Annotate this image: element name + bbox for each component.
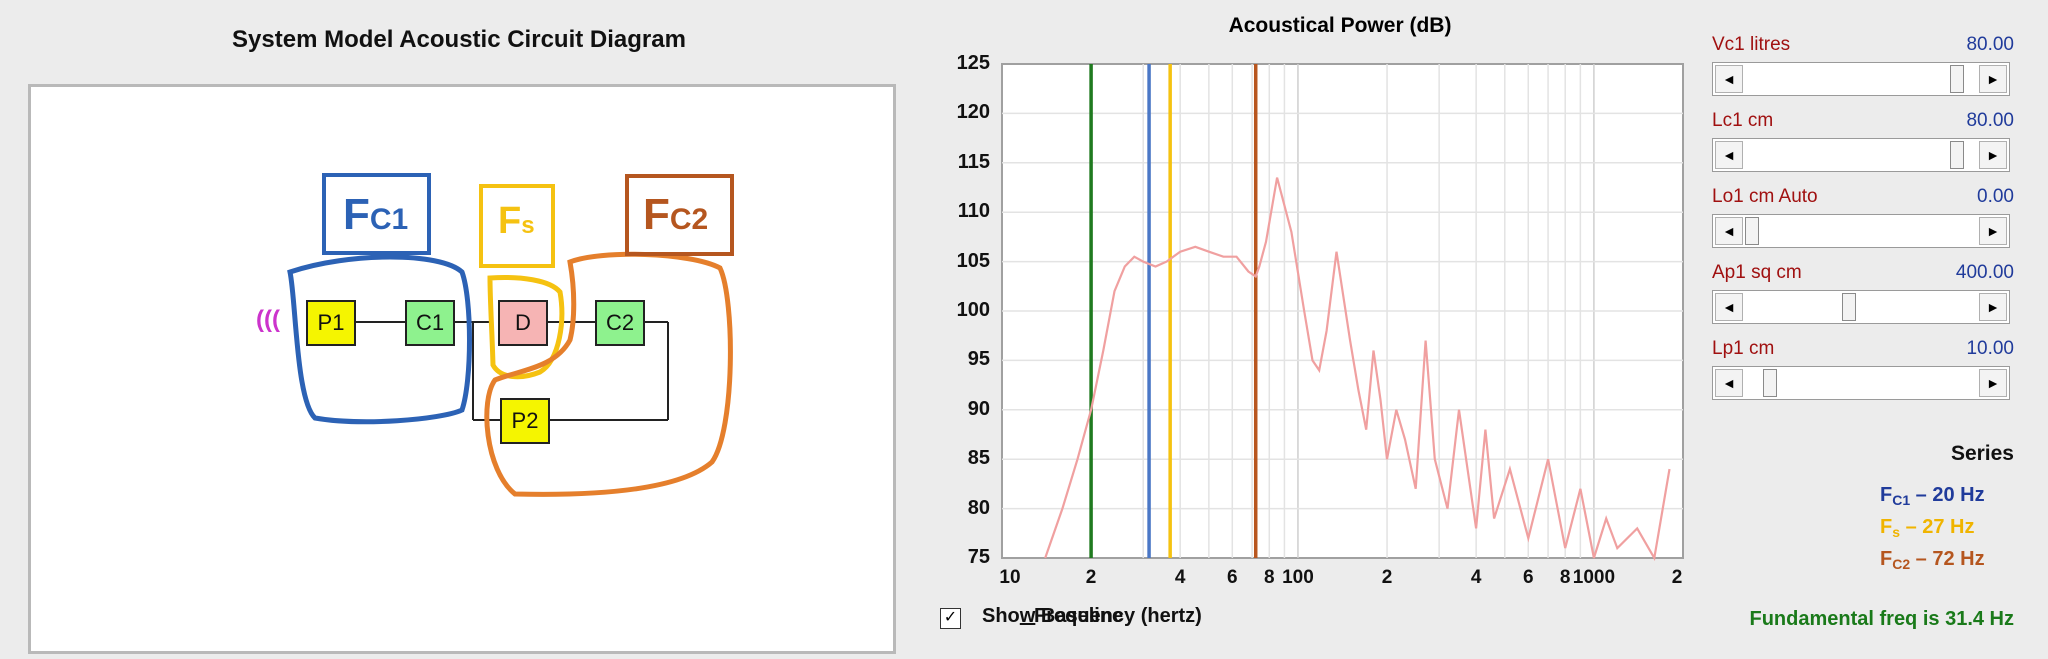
x-tick-label: 100 bbox=[1282, 567, 1314, 588]
slider-thumb[interactable] bbox=[1949, 65, 1964, 93]
x-tick-label: 8 bbox=[1559, 567, 1571, 588]
block-p1: P1 bbox=[306, 300, 356, 346]
scroll-right-button[interactable]: ► bbox=[1979, 369, 2007, 397]
slider-value: 80.00 bbox=[1966, 34, 2014, 55]
slider-scrollbar[interactable]: ◄ ► bbox=[1712, 214, 2010, 248]
fs-box bbox=[479, 184, 555, 268]
slider-value: 400.00 bbox=[1955, 262, 2014, 283]
x-tick-label: 1000 bbox=[1572, 567, 1616, 588]
slider-thumb[interactable] bbox=[1745, 217, 1759, 245]
slider-label: Lo1 cm Auto bbox=[1712, 186, 1818, 207]
legend-fc2: FC2 – 72 Hz bbox=[1880, 548, 1985, 572]
acoustic-power-curve bbox=[1044, 177, 1671, 562]
slider-thumb[interactable] bbox=[1762, 369, 1777, 397]
diagram-panel bbox=[28, 84, 896, 654]
slider-scrollbar[interactable]: ◄ ► bbox=[1712, 138, 2010, 172]
block-c2: C2 bbox=[595, 300, 645, 346]
show-baseline-label[interactable]: Show Baseline bbox=[982, 605, 1124, 627]
slider-label: Lc1 cm bbox=[1712, 110, 1774, 131]
block-p2: P2 bbox=[500, 398, 550, 444]
scroll-left-button[interactable]: ◄ bbox=[1715, 293, 1743, 321]
y-tick-label: 115 bbox=[957, 150, 990, 173]
slider-thumb[interactable] bbox=[1841, 293, 1856, 321]
fundamental-status: Fundamental freq is 31.4 Hz bbox=[1749, 608, 2014, 630]
x-tick-label: 6 bbox=[1227, 567, 1238, 588]
legend-fs: Fs – 27 Hz bbox=[1880, 516, 1975, 540]
legend-fc1: FC1 – 20 Hz bbox=[1880, 484, 1985, 508]
x-tick-label: 2 bbox=[1085, 567, 1097, 588]
y-tick-label: 85 bbox=[967, 447, 990, 470]
circuit-wires bbox=[287, 173, 734, 497]
y-tick-label: 100 bbox=[956, 299, 990, 321]
fc1-box bbox=[322, 173, 431, 255]
fc2-loop bbox=[484, 251, 733, 497]
chart-title: Acoustical Power (dB) bbox=[1228, 14, 1452, 37]
slider-scrollbar[interactable]: ◄ ► bbox=[1712, 366, 2010, 400]
y-tick-label: 120 bbox=[956, 101, 990, 124]
y-tick-label: 95 bbox=[967, 348, 990, 371]
y-tick-label: 80 bbox=[967, 496, 990, 519]
scroll-left-button[interactable]: ◄ bbox=[1715, 217, 1743, 245]
scroll-right-button[interactable]: ► bbox=[1979, 293, 2007, 321]
block-d: D bbox=[498, 300, 548, 346]
scroll-left-button[interactable]: ◄ bbox=[1715, 65, 1743, 93]
x-tick-label: 2 bbox=[1381, 567, 1393, 588]
slider-label: Lp1 cm bbox=[1712, 338, 1775, 359]
x-tick-label: 4 bbox=[1470, 567, 1482, 588]
scroll-left-button[interactable]: ◄ bbox=[1715, 141, 1743, 169]
fc2-box bbox=[625, 174, 734, 256]
scroll-right-button[interactable]: ► bbox=[1979, 65, 2007, 93]
scroll-right-button[interactable]: ► bbox=[1979, 141, 2007, 169]
slider-scrollbar[interactable]: ◄ ► bbox=[1712, 290, 2010, 324]
fc1-label: FC1 bbox=[343, 190, 409, 239]
slider-label: Vc1 litres bbox=[1712, 34, 1791, 55]
fc1-loop bbox=[287, 254, 472, 425]
x-tick-label: 8 bbox=[1263, 567, 1275, 588]
slider-label: Ap1 sq cm bbox=[1712, 262, 1802, 283]
y-tick-label: 75 bbox=[967, 546, 990, 568]
slider-value: 10.00 bbox=[1966, 338, 2014, 359]
block-c1: C1 bbox=[405, 300, 455, 346]
diagram-title: System Model Acoustic Circuit Diagram bbox=[232, 26, 686, 53]
fs-label: Fs bbox=[498, 200, 535, 242]
slider-value: 80.00 bbox=[1966, 110, 2014, 131]
y-tick-label: 90 bbox=[967, 397, 990, 420]
slider-scrollbar[interactable]: ◄ ► bbox=[1712, 62, 2010, 96]
fs-loop bbox=[487, 275, 565, 380]
x-tick-label: 6 bbox=[1522, 567, 1534, 588]
x-tick-label: 4 bbox=[1174, 567, 1186, 588]
show-baseline-checkbox[interactable]: ✓ bbox=[940, 608, 961, 629]
y-tick-label: 105 bbox=[956, 249, 990, 272]
fc2-label: FC2 bbox=[643, 190, 709, 239]
scroll-left-button[interactable]: ◄ bbox=[1715, 369, 1743, 397]
source-symbol: ((( bbox=[256, 306, 280, 333]
y-tick-label: 110 bbox=[957, 200, 990, 223]
x-axis-label: Frequency (hertz) bbox=[1034, 605, 1202, 627]
slider-thumb[interactable] bbox=[1949, 141, 1964, 169]
x-tick-label: 2 bbox=[1671, 567, 1683, 588]
series-title: Series bbox=[1950, 442, 2014, 465]
slider-value: 0.00 bbox=[1977, 186, 2014, 207]
x-tick-label: 10 bbox=[999, 567, 1021, 588]
y-tick-label: 125 bbox=[956, 52, 990, 74]
scroll-right-button[interactable]: ► bbox=[1979, 217, 2007, 245]
